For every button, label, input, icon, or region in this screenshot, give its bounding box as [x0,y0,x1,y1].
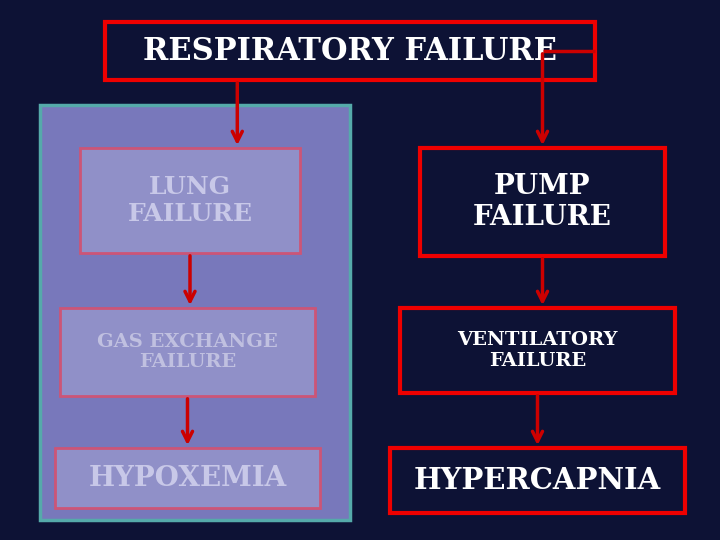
Text: HYPOXEMIA: HYPOXEMIA [89,464,287,491]
FancyBboxPatch shape [420,148,665,256]
FancyBboxPatch shape [400,308,675,393]
Text: GAS EXCHANGE
FAILURE: GAS EXCHANGE FAILURE [97,333,278,372]
FancyBboxPatch shape [40,105,350,520]
Text: HYPERCAPNIA: HYPERCAPNIA [414,466,661,495]
FancyBboxPatch shape [80,148,300,253]
FancyBboxPatch shape [105,22,595,80]
Text: LUNG
FAILURE: LUNG FAILURE [127,174,253,226]
Text: RESPIRATORY FAILURE: RESPIRATORY FAILURE [143,36,557,66]
Text: VENTILATORY
FAILURE: VENTILATORY FAILURE [457,331,618,370]
FancyBboxPatch shape [390,448,685,513]
FancyBboxPatch shape [60,308,315,396]
Text: PUMP
FAILURE: PUMP FAILURE [473,173,612,231]
FancyBboxPatch shape [55,448,320,508]
